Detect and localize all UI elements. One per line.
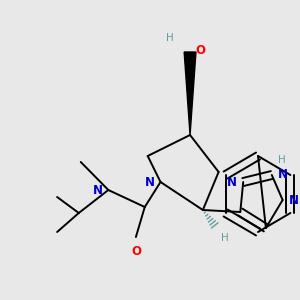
- Text: N: N: [227, 176, 237, 190]
- Text: H: H: [220, 233, 228, 243]
- Text: H: H: [278, 155, 285, 165]
- Text: N: N: [92, 184, 102, 196]
- Text: O: O: [131, 245, 141, 258]
- Text: N: N: [145, 176, 154, 188]
- Text: N: N: [278, 169, 288, 182]
- Text: O: O: [195, 44, 205, 56]
- Text: N: N: [289, 194, 298, 208]
- Polygon shape: [184, 52, 196, 135]
- Text: H: H: [167, 33, 174, 43]
